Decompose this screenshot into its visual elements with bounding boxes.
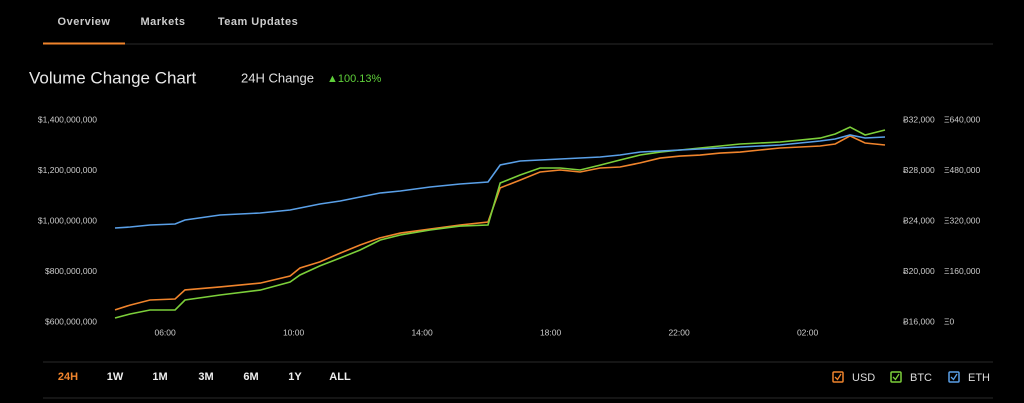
legend-checkbox[interactable] [948,371,960,383]
y-tick-label: $800,000,000 [45,266,97,276]
series-line [114,134,886,229]
change-value: ▲100.13% [327,73,382,85]
series-line [114,135,886,311]
y-tick-label: Ξ480,000 [944,165,981,175]
legend-checkbox[interactable] [832,371,844,383]
legend-check[interactable] [834,373,842,381]
y-tick-label: $1,400,000,000 [38,114,97,124]
change-label: 24H Change [241,70,314,85]
range-button[interactable]: 24H [58,371,78,383]
series-line [114,126,886,319]
y-tick-label: Ξ640,000 [944,114,981,124]
y-tick-label: Ξ160,000 [944,266,981,276]
y-tick-label: Ƀ32,000 [903,114,935,124]
y-tick-label: Ξ0 [944,316,955,326]
range-button[interactable]: 6M [243,371,258,383]
x-tick-label: 10:00 [283,327,305,337]
y-tick-label: $600,000,000 [45,316,97,326]
tab[interactable]: Team Updates [218,16,298,28]
range-button[interactable]: 3M [198,371,213,383]
y-tick-label: $1,200,000,000 [38,165,97,175]
range-button[interactable]: ALL [329,371,351,383]
tab[interactable]: Markets [140,16,185,28]
chart-title: Volume Change Chart [29,68,197,87]
tab[interactable]: Overview [58,16,111,28]
x-tick-label: 06:00 [154,327,176,337]
x-tick-label: 02:00 [797,327,819,337]
legend-check[interactable] [892,373,900,381]
y-tick-label: $1,000,000,000 [38,215,97,225]
range-button[interactable]: 1W [107,371,124,383]
legend-label[interactable]: ETH [968,372,990,384]
y-tick-label: Ξ320,000 [944,215,981,225]
legend-label[interactable]: USD [852,372,875,384]
x-tick-label: 14:00 [411,327,433,337]
x-tick-label: 18:00 [540,327,562,337]
y-tick-label: Ƀ24,000 [903,215,935,225]
legend-label[interactable]: BTC [910,372,932,384]
y-tick-label: Ƀ20,000 [903,266,935,276]
range-button[interactable]: 1Y [288,371,302,383]
y-tick-label: Ƀ28,000 [903,165,935,175]
legend-checkbox[interactable] [890,371,902,383]
x-tick-label: 22:00 [668,327,690,337]
range-button[interactable]: 1M [152,371,167,383]
y-tick-label: Ƀ16,000 [903,316,935,326]
legend-check[interactable] [950,373,958,381]
